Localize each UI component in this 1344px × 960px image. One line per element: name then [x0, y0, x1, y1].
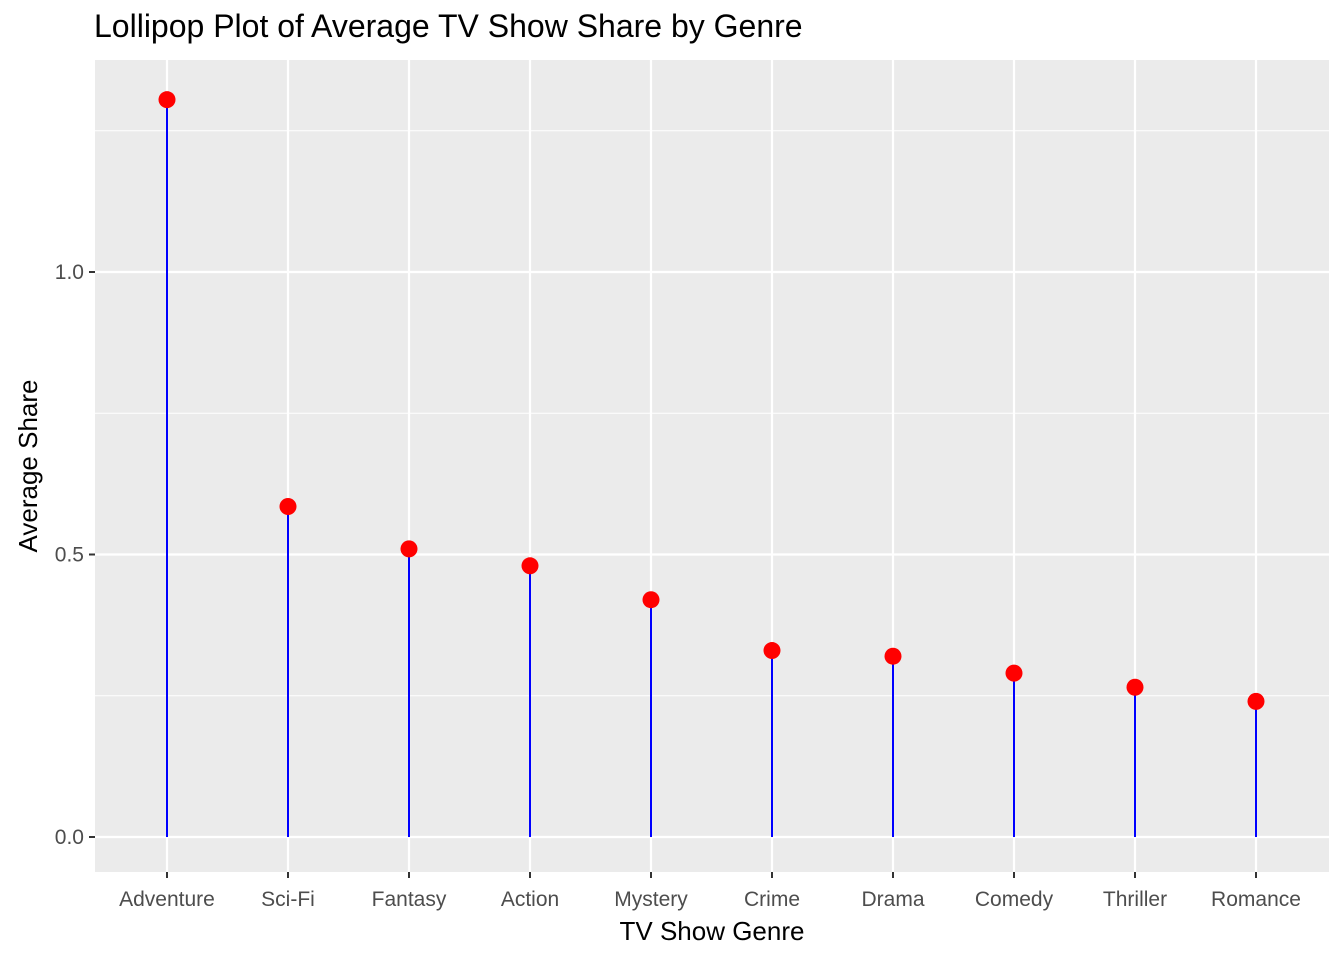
chart-marks [158, 91, 1265, 837]
plot-panel [95, 60, 1329, 872]
x-tick-label: Adventure [119, 888, 215, 911]
axes: 0.0 0.5 1.0 Adventure Sci-Fi Fantasy Action Mys… [55, 261, 1301, 911]
x-axis-title: TV Show Genre [620, 916, 805, 946]
lollipop-point [1005, 664, 1023, 682]
y-tick-label: 1.0 [55, 261, 84, 284]
x-tick-label: Comedy [975, 888, 1054, 911]
lollipop-point [763, 642, 781, 660]
lollipop-point [884, 647, 902, 665]
x-tick-label: Sci-Fi [261, 888, 315, 911]
x-tick-label: Romance [1211, 888, 1301, 911]
lollipop-point [642, 591, 660, 609]
y-tick-label: 0.5 [55, 544, 84, 567]
lollipop-point [521, 557, 539, 575]
x-tick-label: Thriller [1103, 888, 1167, 911]
lollipop-point [400, 540, 418, 558]
lollipop-point [279, 497, 297, 515]
lollipop-point [1126, 678, 1144, 696]
x-tick-label: Fantasy [372, 888, 447, 911]
x-tick-label: Crime [744, 888, 800, 911]
x-tick-label: Action [501, 888, 559, 911]
lollipop-point [158, 91, 176, 109]
chart-title: Lollipop Plot of Average TV Show Share b… [94, 8, 803, 44]
y-tick-label: 0.0 [55, 826, 84, 849]
y-axis-title: Average Share [13, 380, 43, 553]
x-tick-label: Drama [861, 888, 924, 911]
x-tick-label: Mystery [614, 888, 688, 911]
lollipop-point [1247, 692, 1265, 710]
